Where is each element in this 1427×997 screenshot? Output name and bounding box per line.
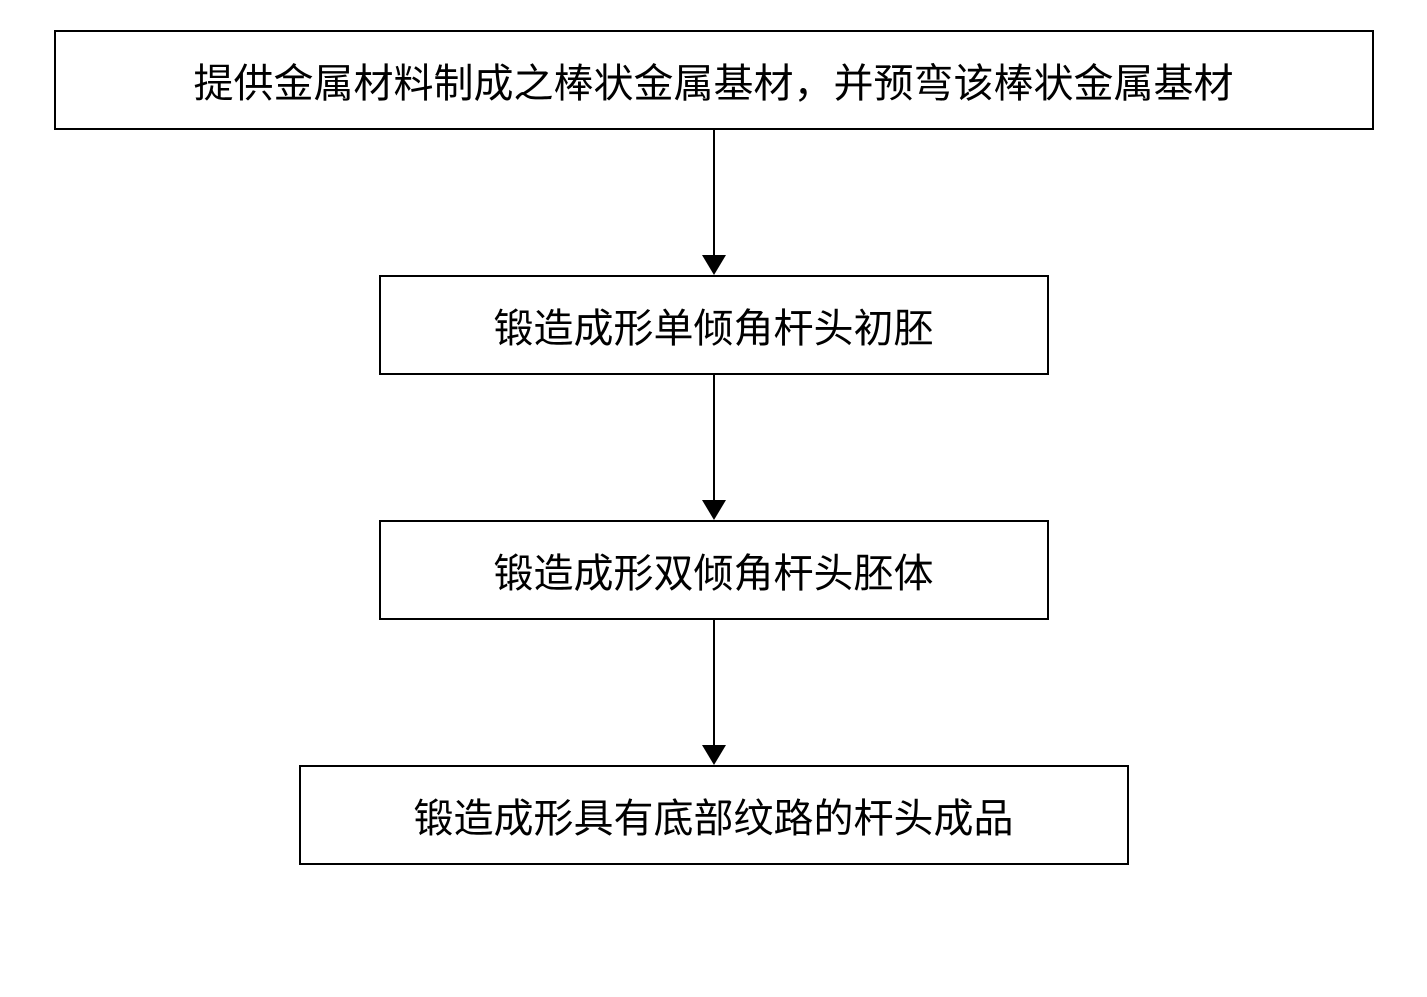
flowchart-container: 提供金属材料制成之棒状金属基材，并预弯该棒状金属基材 锻造成形单倾角杆头初胚 锻… [54, 30, 1374, 865]
arrow-line [713, 620, 715, 745]
flowchart-step-1: 提供金属材料制成之棒状金属基材，并预弯该棒状金属基材 [54, 30, 1374, 130]
flowchart-step-2: 锻造成形单倾角杆头初胚 [379, 275, 1049, 375]
flowchart-arrow-1 [702, 130, 726, 275]
flowchart-step-3-text: 锻造成形双倾角杆头胚体 [494, 541, 934, 599]
flowchart-step-1-text: 提供金属材料制成之棒状金属基材，并预弯该棒状金属基材 [194, 51, 1234, 109]
flowchart-step-4-text: 锻造成形具有底部纹路的杆头成品 [414, 786, 1014, 844]
flowchart-step-3: 锻造成形双倾角杆头胚体 [379, 520, 1049, 620]
arrow-line [713, 375, 715, 500]
flowchart-arrow-2 [702, 375, 726, 520]
flowchart-step-4: 锻造成形具有底部纹路的杆头成品 [299, 765, 1129, 865]
arrow-head-icon [702, 255, 726, 275]
arrow-head-icon [702, 745, 726, 765]
flowchart-arrow-3 [702, 620, 726, 765]
flowchart-step-2-text: 锻造成形单倾角杆头初胚 [494, 296, 934, 354]
arrow-line [713, 130, 715, 255]
arrow-head-icon [702, 500, 726, 520]
